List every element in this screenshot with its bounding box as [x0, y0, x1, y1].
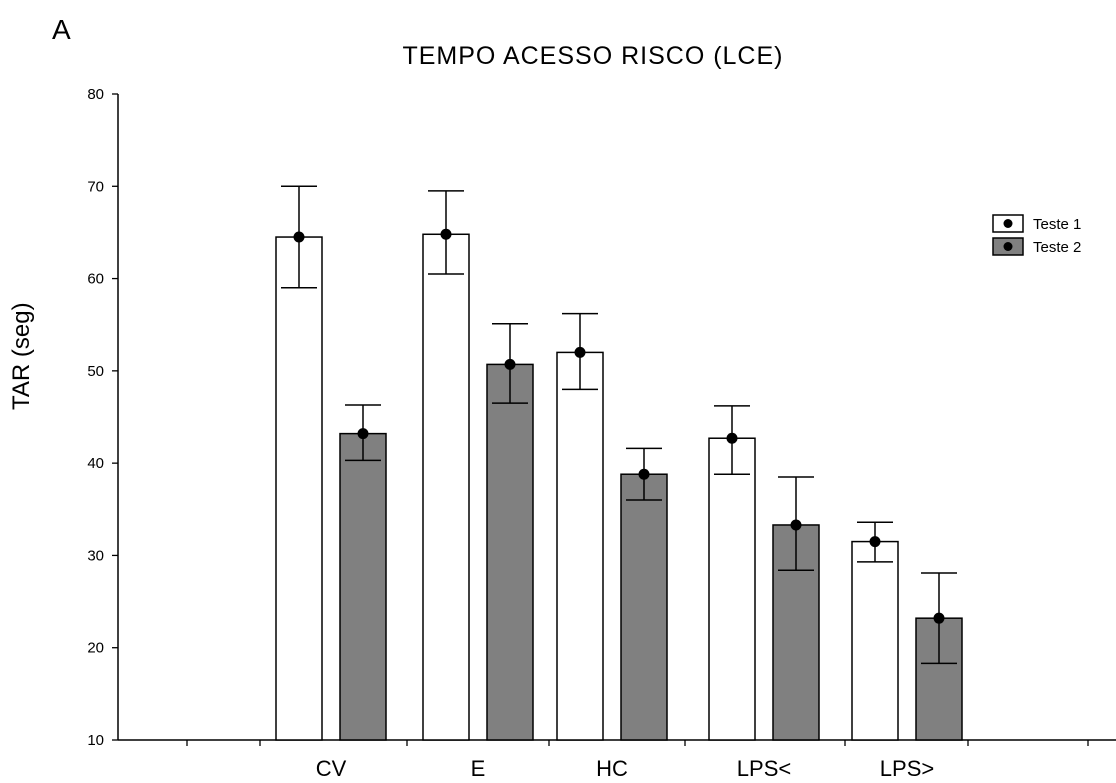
x-tick-label: LPS< — [737, 756, 791, 781]
bar-teste1 — [851, 540, 899, 741]
bar-teste1 — [708, 437, 756, 741]
y-tick-label: 40 — [87, 455, 104, 472]
x-tick-label: CV — [316, 756, 347, 781]
bar-teste1 — [556, 351, 604, 741]
mean-marker — [357, 428, 369, 440]
y-tick-label: 70 — [87, 178, 104, 195]
y-tick-label: 50 — [87, 363, 104, 380]
bar-teste2 — [486, 363, 534, 741]
bar-teste2 — [915, 617, 963, 741]
bar-teste1 — [422, 233, 470, 741]
mean-marker — [504, 358, 516, 370]
mean-marker — [869, 536, 881, 548]
x-tick-label: LPS> — [880, 756, 934, 781]
y-tick-label: 10 — [87, 732, 104, 749]
legend-label: Teste 2 — [1033, 239, 1081, 256]
legend-marker — [1003, 242, 1013, 251]
chart-title: TEMPO ACESSO RISCO (LCE) — [402, 42, 784, 70]
panel-label: A — [52, 14, 71, 45]
mean-marker — [790, 519, 802, 531]
y-tick-label: 20 — [87, 640, 104, 657]
x-tick-label: E — [471, 756, 486, 781]
y-tick-label: 60 — [87, 271, 104, 288]
legend-marker — [1003, 219, 1013, 228]
y-tick-label: 30 — [87, 547, 104, 564]
mean-marker — [440, 228, 452, 240]
mean-marker — [638, 468, 650, 480]
mean-marker — [726, 432, 738, 444]
bar-teste2 — [620, 473, 668, 741]
y-tick-label: 80 — [87, 86, 104, 103]
bar-teste2 — [339, 432, 387, 741]
mean-marker — [293, 231, 305, 243]
mean-marker — [574, 346, 586, 358]
mean-marker — [933, 612, 945, 624]
bar-teste1 — [275, 236, 323, 741]
legend-label: Teste 1 — [1033, 216, 1081, 233]
x-tick-label: HC — [596, 756, 628, 781]
